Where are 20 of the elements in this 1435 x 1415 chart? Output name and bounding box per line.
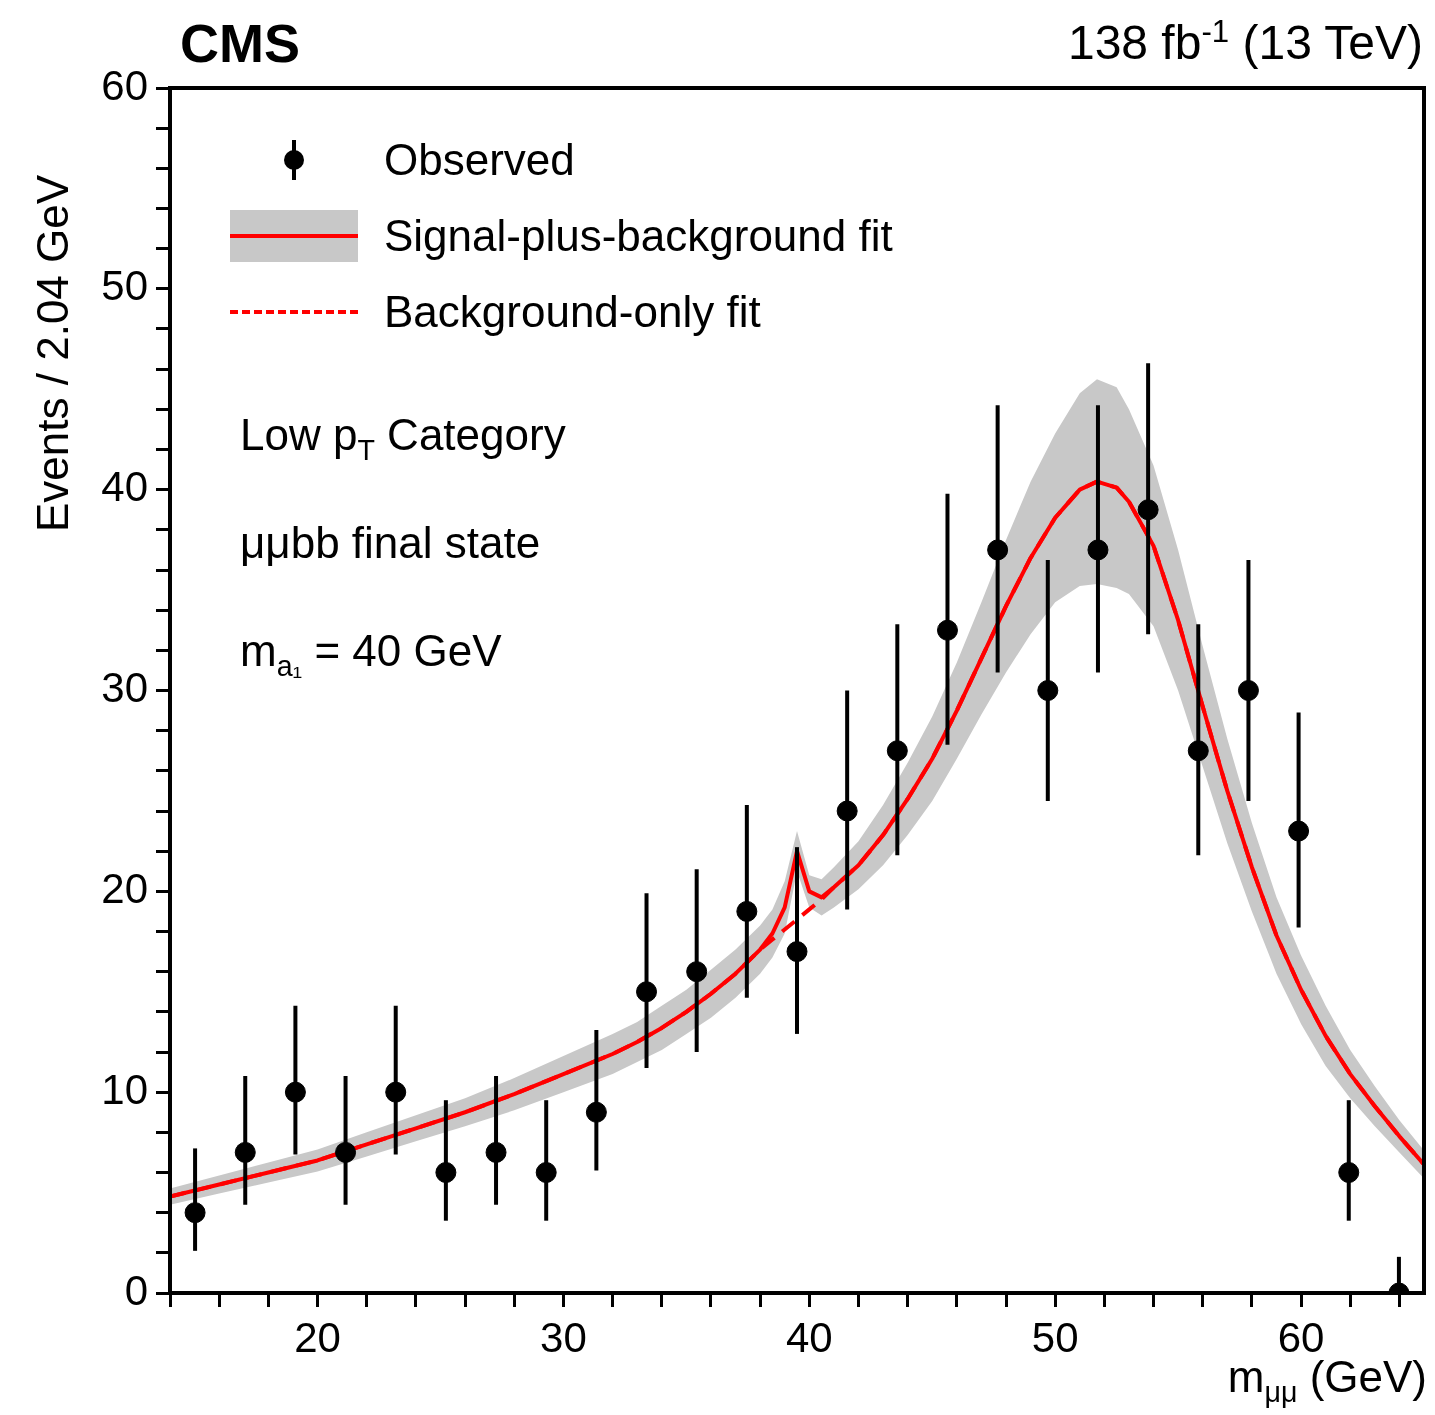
y-tick-label: 40 xyxy=(101,463,148,511)
y-axis-title: Events / 2.04 GeV xyxy=(28,174,78,532)
chart-subtitle: 138 fb$^{-1}$ (13 TeV) xyxy=(1067,14,1423,70)
x-tick-label: 30 xyxy=(540,1313,587,1361)
x-tick-label: 40 xyxy=(785,1313,833,1361)
legend-label: Observed xyxy=(384,135,575,185)
legend-label: Signal-plus-background fit xyxy=(384,211,893,261)
annotation: Low p$_{T}$ Category xyxy=(240,410,566,467)
y-tick-label: 60 xyxy=(101,61,148,109)
annotation: μμbb final state xyxy=(240,518,541,568)
chart-title: CMS xyxy=(180,12,300,74)
legend-label: Background-only fit xyxy=(384,287,761,337)
x-tick-label: 20 xyxy=(294,1313,341,1361)
y-tick-label: 0 xyxy=(124,1266,148,1314)
x-tick-label: 50 xyxy=(1031,1313,1079,1361)
annotation: m$_{a₁}$ = 40 GeV xyxy=(240,626,502,683)
y-tick-label: 30 xyxy=(101,664,148,712)
y-tick-label: 20 xyxy=(101,864,148,912)
y-tick-label: 50 xyxy=(101,262,148,310)
y-tick-label: 10 xyxy=(101,1065,148,1113)
